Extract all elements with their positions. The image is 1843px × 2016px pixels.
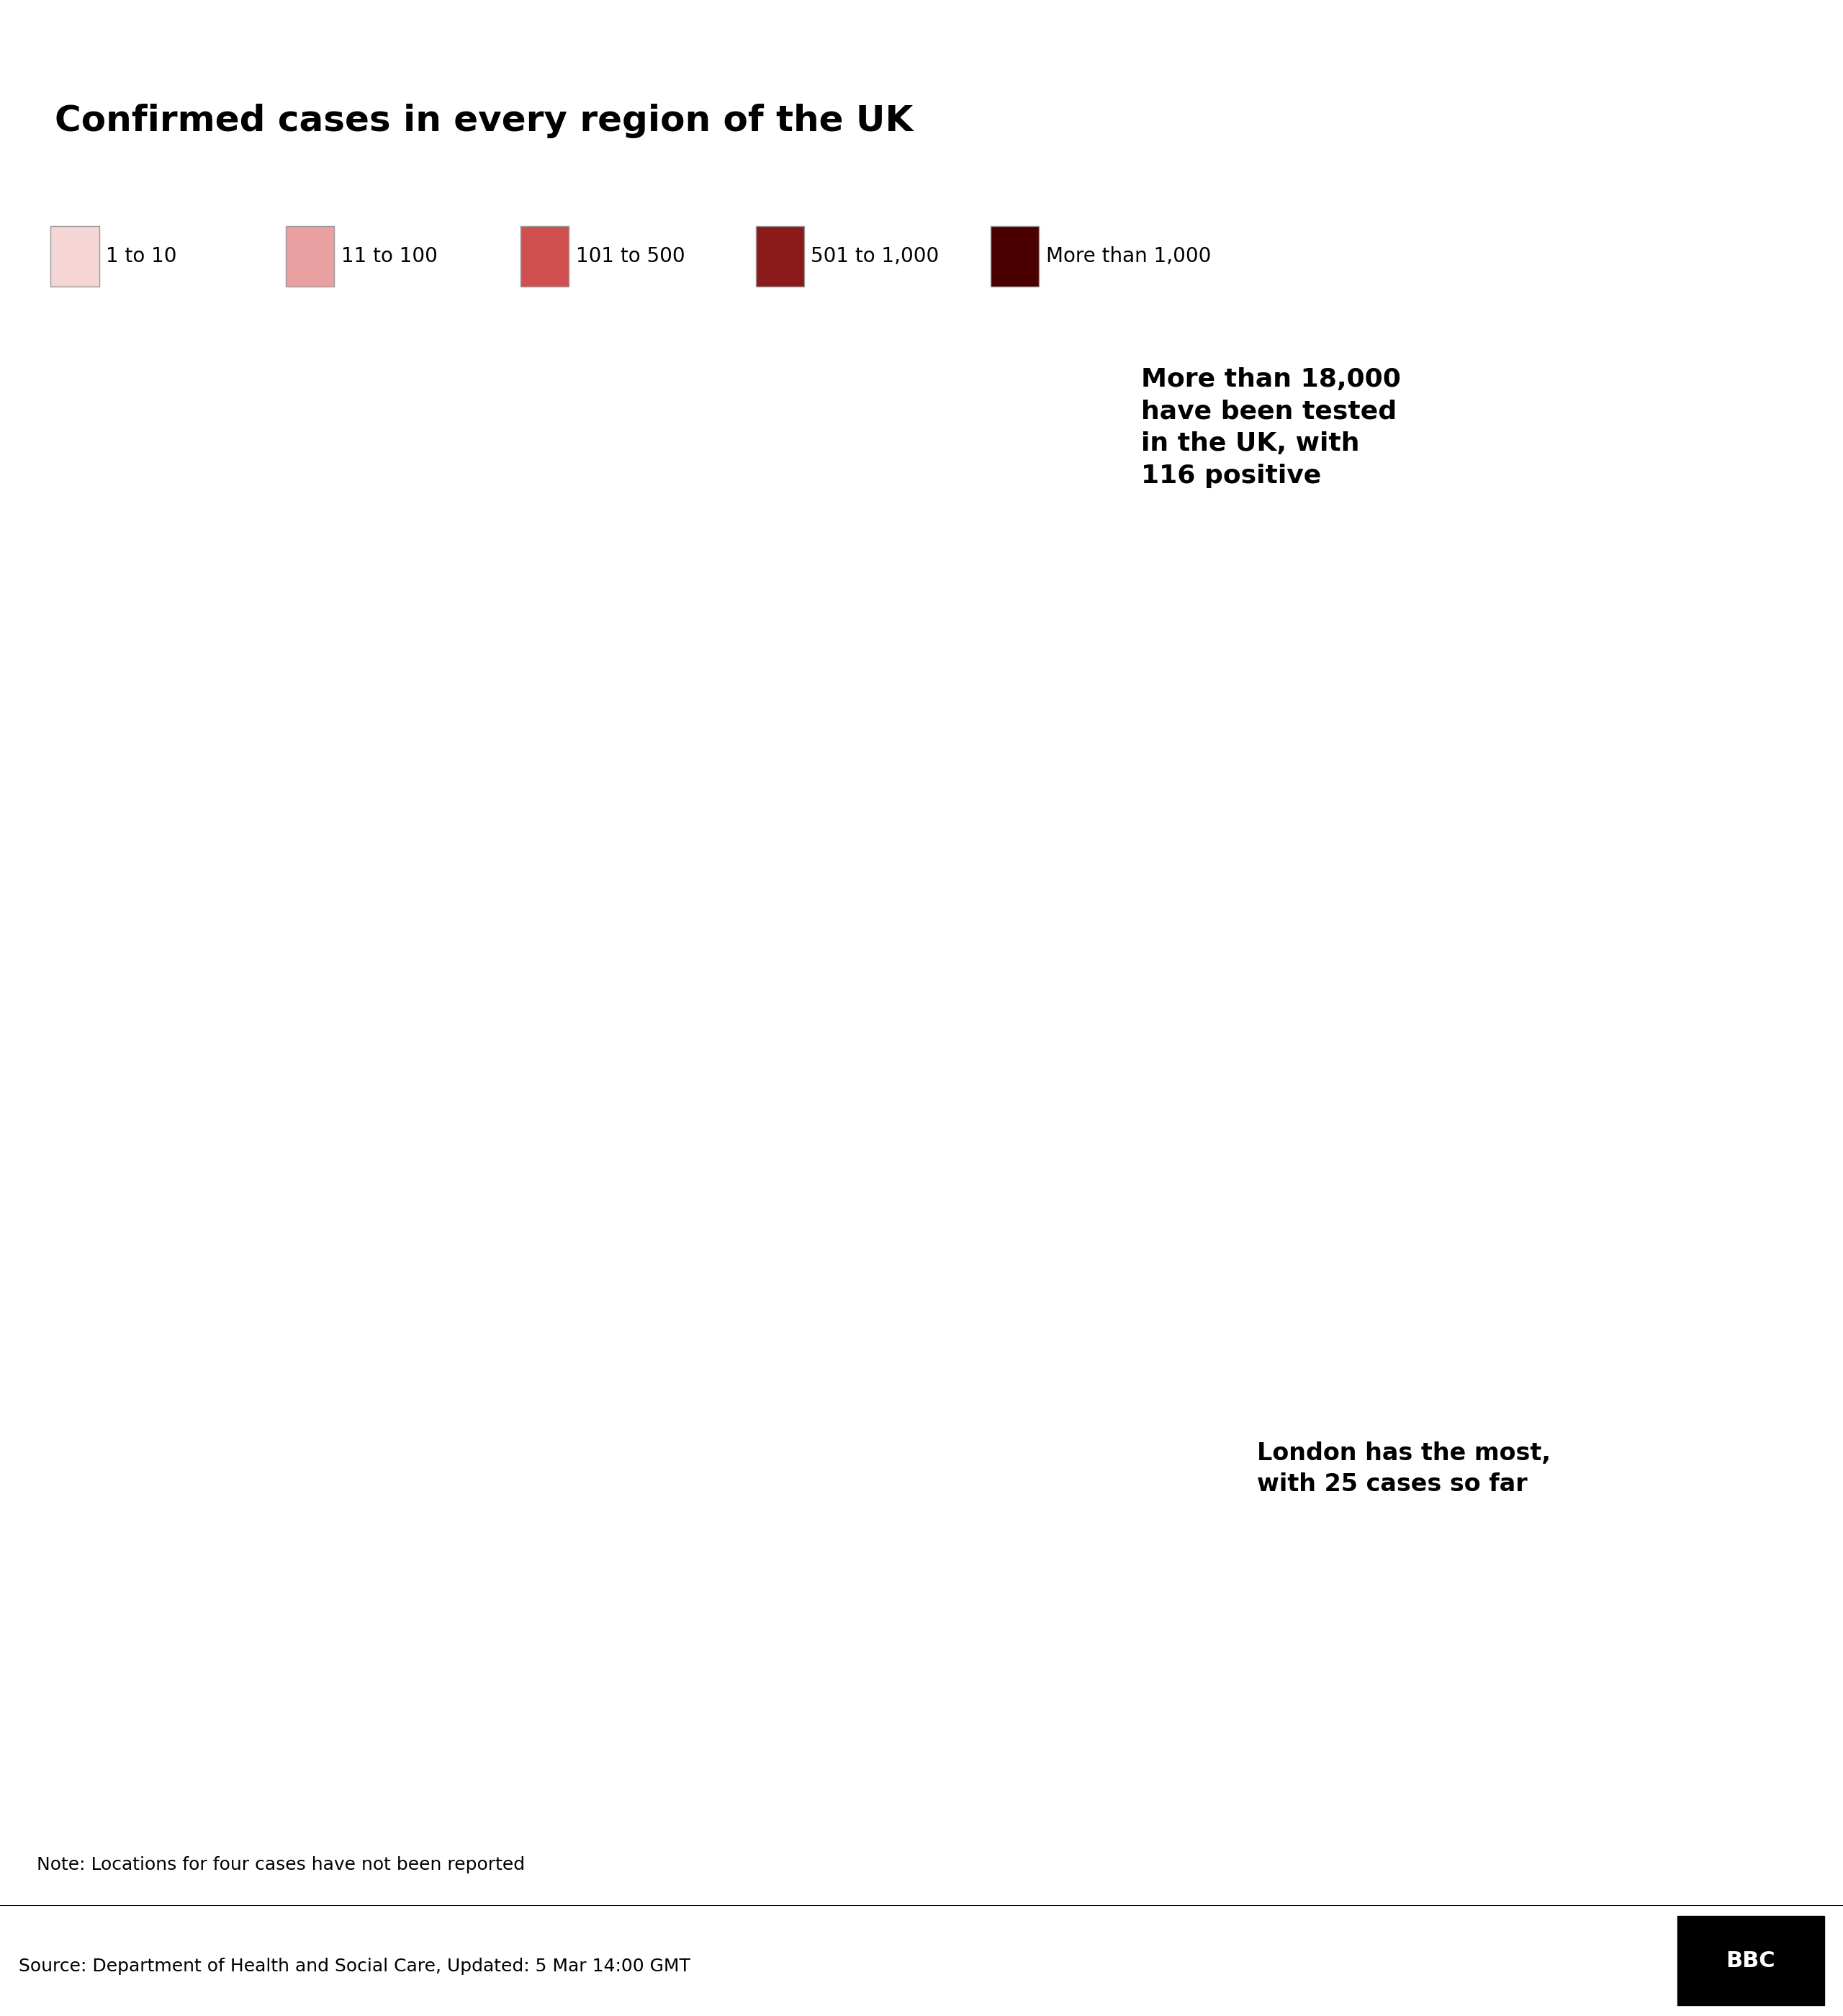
Text: 501 to 1,000: 501 to 1,000 [811,246,940,266]
Text: 11 to 100: 11 to 100 [341,246,437,266]
FancyBboxPatch shape [1677,1915,1825,2004]
FancyBboxPatch shape [522,226,569,286]
FancyBboxPatch shape [992,226,1039,286]
Text: London has the most,
with 25 cases so far: London has the most, with 25 cases so fa… [1257,1441,1550,1496]
Text: More than 18,000
have been tested
in the UK, with
116 positive: More than 18,000 have been tested in the… [1141,367,1401,488]
Text: More than 1,000: More than 1,000 [1047,246,1211,266]
Text: 101 to 500: 101 to 500 [577,246,686,266]
FancyBboxPatch shape [286,226,334,286]
Text: Source: Department of Health and Social Care, Updated: 5 Mar 14:00 GMT: Source: Department of Health and Social … [18,1958,689,1976]
FancyBboxPatch shape [756,226,804,286]
Text: Note: Locations for four cases have not been reported: Note: Locations for four cases have not … [37,1857,525,1873]
Text: Confirmed cases in every region of the UK: Confirmed cases in every region of the U… [55,103,912,139]
Text: BBC: BBC [1727,1949,1775,1972]
Text: 1 to 10: 1 to 10 [105,246,177,266]
FancyBboxPatch shape [52,226,100,286]
